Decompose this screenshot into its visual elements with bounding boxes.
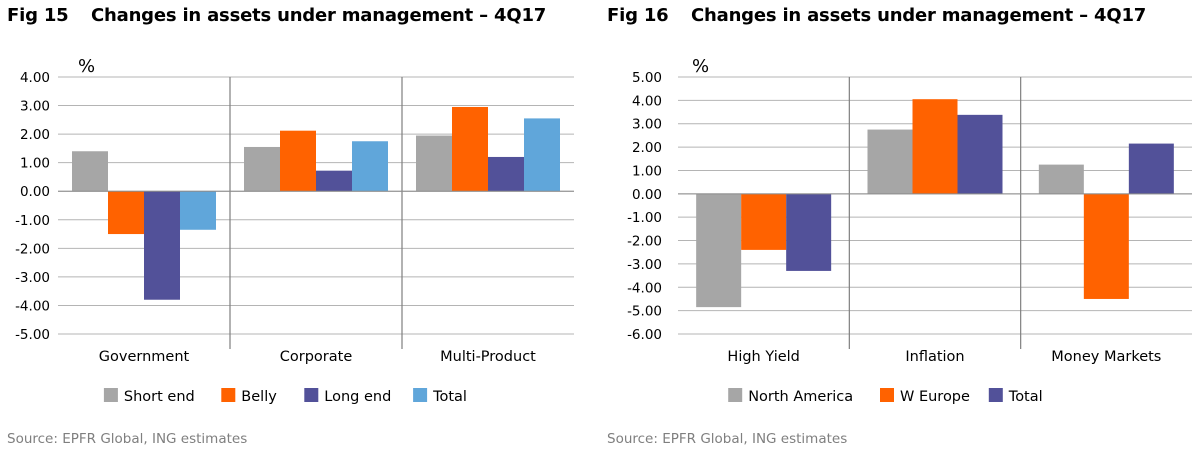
y-tick-label: -3.00 (15, 270, 50, 286)
x-tick-label: Money Markets (1051, 349, 1161, 365)
bar (72, 151, 108, 192)
legend-label: North America (748, 389, 853, 405)
y-axis-label: % (692, 56, 709, 77)
y-tick-label: -4.00 (15, 298, 50, 314)
source-note: Source: EPFR Global, ING estimates (7, 431, 248, 447)
x-tick-label: Corporate (280, 349, 353, 365)
bar (912, 99, 958, 194)
chart-title-text: Changes in assets under management – 4Q1… (691, 5, 1147, 26)
y-tick-label: 4.00 (20, 70, 50, 86)
chart-title-text: Changes in assets under management – 4Q1… (91, 5, 547, 26)
x-tick-label: Inflation (905, 349, 964, 365)
bar (867, 129, 913, 194)
x-tick-label: Government (99, 349, 190, 365)
legend-swatch (988, 388, 1003, 402)
y-tick-label: 2.00 (632, 140, 662, 156)
y-tick-label: 2.00 (20, 127, 50, 143)
bar (1083, 193, 1129, 299)
y-tick-label: 1.00 (20, 156, 50, 172)
y-tick-label: -5.00 (15, 327, 50, 343)
legend-label: Belly (241, 389, 277, 405)
bar (416, 135, 452, 192)
bar-chart-fig15: 4.00 3.00 2.00 1.00 0.00 -1.00 -2.00 -3.00 -4.00… (15, 56, 574, 405)
chart-title: Fig 15 Changes in assets under management… (7, 5, 546, 26)
bar (452, 106, 488, 192)
figure-label: Fig 15 (7, 5, 69, 26)
bar (786, 193, 832, 271)
chart-panel-fig15: Fig 15 Changes in assets under management… (7, 5, 574, 447)
bar-chart-fig16: 5.00 4.00 3.00 2.00 1.00 0.00 -1.00 -2.00 -3.00 -… (627, 56, 1192, 405)
legend-label: W Europe (900, 389, 970, 405)
figure-label: Fig 16 (607, 5, 669, 26)
legend-swatch (728, 388, 743, 402)
y-tick-label: -3.00 (627, 257, 662, 273)
y-tick-label: 5.00 (632, 70, 662, 86)
legend-label: Long end (324, 389, 391, 405)
bar (488, 156, 524, 192)
bar (524, 118, 560, 192)
legend-swatch (221, 388, 236, 402)
y-tick-label: 1.00 (632, 163, 662, 179)
bar (696, 193, 742, 308)
bar (1038, 164, 1084, 194)
y-tick-label: 0.00 (20, 184, 50, 200)
bar (352, 141, 388, 192)
legend-label: Short end (124, 389, 195, 405)
bar (108, 191, 144, 235)
legend-label: Total (432, 389, 467, 405)
y-tick-label: -1.00 (627, 210, 662, 226)
legend-label: Total (1008, 389, 1043, 405)
x-tick-label: Multi-Product (440, 349, 536, 365)
legend-swatch (413, 388, 428, 402)
y-tick-label: 3.00 (20, 99, 50, 115)
y-tick-label: -2.00 (15, 241, 50, 257)
bar (1128, 143, 1174, 194)
y-tick-label: 0.00 (632, 187, 662, 203)
bar (741, 193, 787, 250)
x-tick-label: High Yield (727, 349, 799, 365)
bar (144, 191, 180, 300)
bar (316, 170, 352, 192)
y-tick-label: 4.00 (632, 93, 662, 109)
bar (957, 114, 1003, 194)
y-tick-label: 3.00 (632, 117, 662, 133)
y-tick-label: -4.00 (627, 280, 662, 296)
legend-swatch (880, 388, 894, 402)
bar (180, 191, 216, 230)
y-tick-label: -6.00 (627, 327, 662, 343)
bar (280, 130, 316, 192)
chart-panel-fig16: Fig 16 Changes in assets under management… (600, 0, 1200, 453)
y-axis-label: % (78, 56, 95, 77)
bar (244, 146, 280, 192)
y-tick-label: -2.00 (627, 234, 662, 250)
chart-title: Fig 16 Changes in assets under management… (607, 5, 1146, 26)
legend-swatch (103, 388, 118, 402)
y-tick-label: -5.00 (627, 304, 662, 320)
legend-swatch (304, 388, 319, 402)
y-tick-label: -1.00 (15, 213, 50, 229)
source-note: Source: EPFR Global, ING estimates (607, 431, 848, 447)
